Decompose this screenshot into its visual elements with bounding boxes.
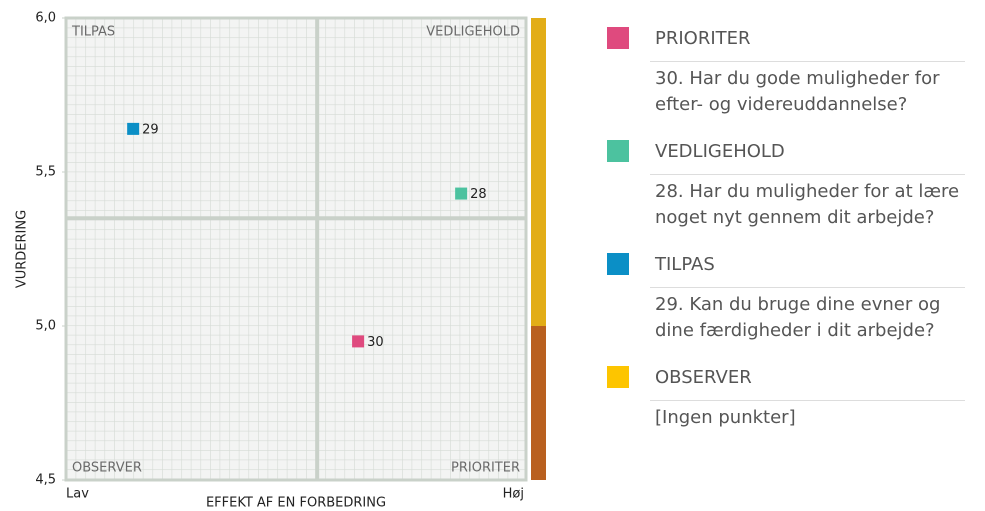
x-high-label: Høj — [503, 487, 524, 502]
legend-text: 28. Har du muligheder for at lære noget … — [650, 174, 965, 231]
legend-name: TILPAS — [655, 254, 715, 275]
legend-name: VEDLIGEHOLD — [655, 141, 785, 162]
quadrant-label: TILPAS — [71, 25, 115, 40]
plot-area — [64, 16, 528, 482]
side-band — [531, 326, 546, 480]
legend-swatch — [607, 253, 629, 275]
y-tick-label: 6,0 — [35, 11, 56, 26]
legend-name: PRIORITER — [655, 28, 751, 49]
legend-text: [Ingen punkter] — [650, 400, 965, 431]
quadrant-label: OBSERVER — [72, 461, 142, 476]
legend-text: 30. Har du gode muligheder for efter- og… — [650, 61, 965, 118]
legend-name: OBSERVER — [655, 367, 752, 388]
point — [352, 335, 365, 348]
point-label: 29 — [142, 122, 159, 137]
side-band — [531, 18, 546, 326]
y-tick-label: 4,5 — [35, 473, 56, 488]
legend-swatch — [607, 366, 629, 388]
quadrant-label: PRIORITER — [451, 461, 520, 476]
point — [127, 122, 140, 135]
legend-text: 29. Kan du bruge dine evner og dine færd… — [650, 287, 965, 344]
legend-swatch — [607, 27, 629, 49]
x-low-label: Lav — [66, 487, 89, 502]
legend-swatch — [607, 140, 629, 162]
chart: VURDERING EFFEKT AF EN FORBEDRING Lav Hø… — [15, 11, 546, 511]
x-axis-label: EFFEKT AF EN FORBEDRING — [206, 496, 386, 511]
point-label: 28 — [470, 187, 487, 202]
quadrant-label: VEDLIGEHOLD — [426, 25, 520, 40]
y-tick-label: 5,0 — [35, 319, 56, 334]
y-axis-label: VURDERING — [15, 210, 30, 288]
y-tick-label: 5,5 — [35, 165, 56, 180]
point-label: 30 — [367, 335, 384, 350]
point — [455, 187, 468, 200]
